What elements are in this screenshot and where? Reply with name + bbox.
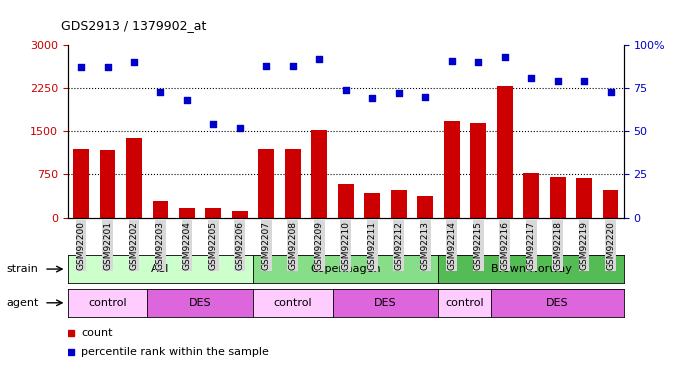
Text: DES: DES	[189, 298, 212, 308]
Text: GSM92202: GSM92202	[129, 221, 138, 270]
Text: DES: DES	[374, 298, 397, 308]
Text: GSM92207: GSM92207	[262, 221, 271, 270]
Text: GSM92220: GSM92220	[606, 221, 615, 270]
Bar	[417, 196, 433, 217]
Text: GSM92203: GSM92203	[156, 221, 165, 270]
Bar	[258, 148, 275, 217]
Text: GSM92200: GSM92200	[77, 221, 85, 270]
Bar	[603, 190, 618, 217]
Point	[578, 78, 589, 84]
Point	[287, 63, 298, 69]
Text: Brown Norway: Brown Norway	[491, 264, 572, 274]
Point	[182, 97, 193, 103]
Point	[525, 75, 536, 81]
Point	[393, 90, 404, 96]
Point	[340, 87, 351, 93]
Bar	[576, 178, 592, 218]
Text: GSM92201: GSM92201	[103, 221, 112, 270]
Text: GSM92208: GSM92208	[288, 221, 298, 270]
Point	[420, 94, 431, 100]
Point	[499, 54, 510, 60]
Bar	[364, 193, 380, 217]
Text: Copenhagen: Copenhagen	[311, 264, 381, 274]
Bar	[205, 208, 221, 218]
Point	[552, 78, 563, 84]
Point	[261, 63, 272, 69]
Text: GSM92205: GSM92205	[209, 221, 218, 270]
Bar	[179, 208, 195, 218]
Text: GSM92215: GSM92215	[474, 221, 483, 270]
Bar	[100, 150, 115, 217]
Text: count: count	[81, 328, 113, 338]
Text: GSM92213: GSM92213	[421, 221, 430, 270]
Point	[102, 64, 113, 70]
Text: GSM92206: GSM92206	[235, 221, 244, 270]
Text: GSM92209: GSM92209	[315, 221, 324, 270]
Bar	[73, 148, 89, 217]
Text: control: control	[273, 298, 312, 308]
Bar	[391, 190, 407, 217]
Bar	[443, 121, 460, 218]
Bar	[153, 201, 168, 217]
Bar	[550, 177, 565, 218]
Text: strain: strain	[7, 264, 39, 274]
Text: control: control	[88, 298, 127, 308]
Bar	[232, 211, 248, 218]
Text: agent: agent	[7, 298, 39, 308]
Bar	[523, 172, 539, 217]
Bar	[311, 129, 327, 218]
Point	[208, 122, 219, 128]
Text: GSM92210: GSM92210	[341, 221, 351, 270]
Point	[446, 57, 457, 63]
Text: percentile rank within the sample: percentile rank within the sample	[81, 347, 269, 357]
Point	[235, 125, 245, 131]
Text: GSM92214: GSM92214	[447, 221, 456, 270]
Text: GSM92218: GSM92218	[553, 221, 562, 270]
Text: GDS2913 / 1379902_at: GDS2913 / 1379902_at	[61, 19, 206, 32]
Text: GSM92216: GSM92216	[500, 221, 509, 270]
Point	[367, 96, 378, 102]
Text: GSM92217: GSM92217	[527, 221, 536, 270]
Point	[76, 64, 87, 70]
Point	[605, 88, 616, 94]
Bar	[338, 184, 354, 218]
Text: ACI: ACI	[151, 264, 170, 274]
Point	[129, 59, 140, 65]
Point	[314, 56, 325, 62]
Point	[155, 88, 166, 94]
Text: GSM92219: GSM92219	[580, 221, 589, 270]
Text: DES: DES	[546, 298, 569, 308]
Bar	[285, 148, 301, 217]
Text: GSM92212: GSM92212	[394, 221, 403, 270]
Point	[473, 59, 483, 65]
Bar	[497, 86, 513, 218]
Bar	[126, 138, 142, 218]
Text: GSM92211: GSM92211	[367, 221, 377, 270]
Bar	[471, 123, 486, 218]
Text: GSM92204: GSM92204	[182, 221, 191, 270]
Text: control: control	[445, 298, 484, 308]
